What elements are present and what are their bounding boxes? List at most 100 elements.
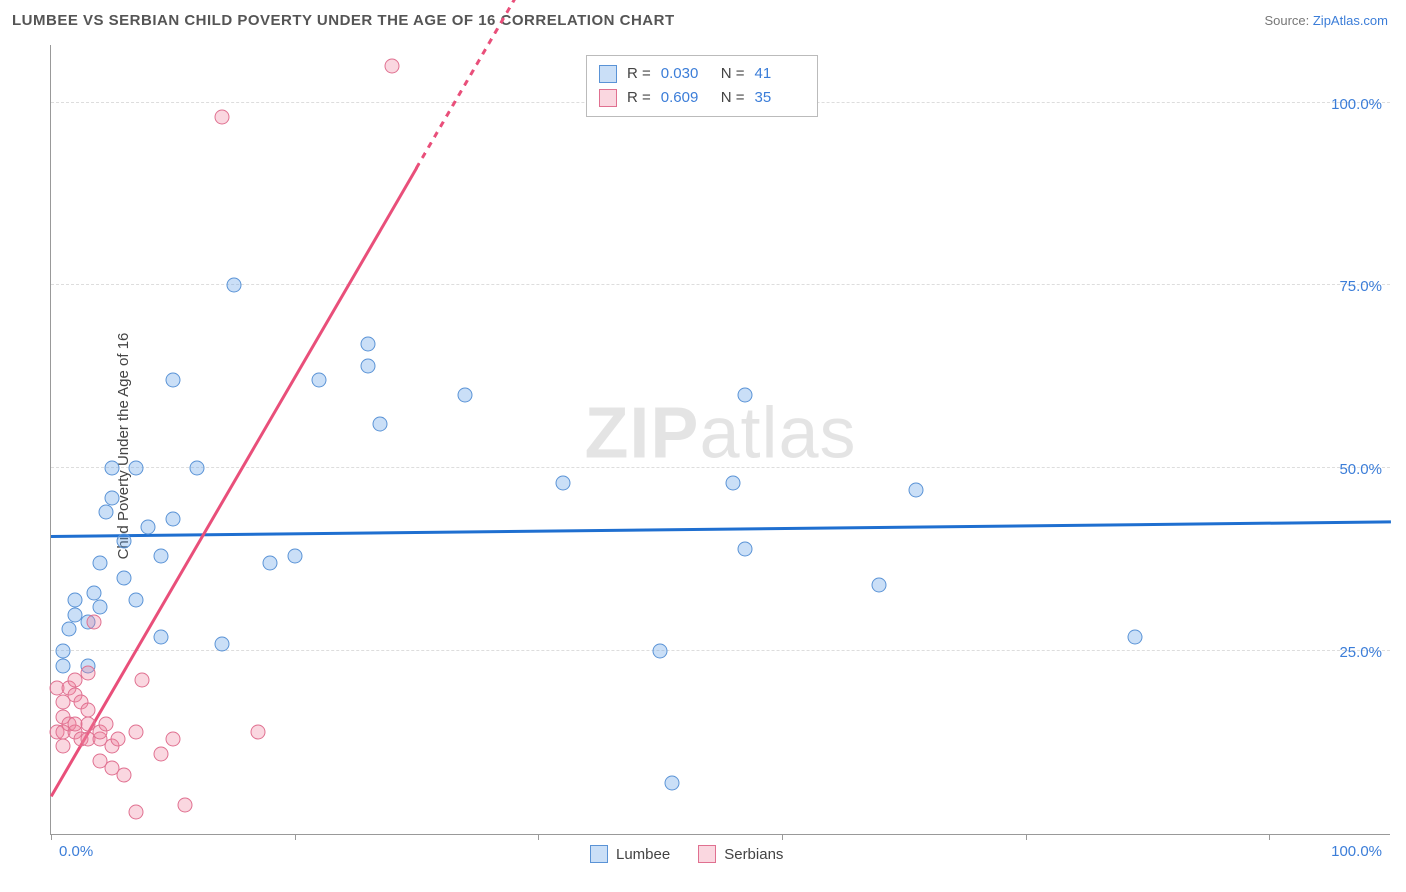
chart-header: LUMBEE VS SERBIAN CHILD POVERTY UNDER TH… <box>0 0 1406 40</box>
scatter-point <box>62 622 77 637</box>
gridline <box>51 650 1390 651</box>
scatter-point <box>872 578 887 593</box>
scatter-point <box>372 417 387 432</box>
scatter-point <box>190 461 205 476</box>
scatter-point <box>92 600 107 615</box>
scatter-point <box>92 556 107 571</box>
series-legend-item: Serbians <box>698 845 783 863</box>
scatter-point <box>251 724 266 739</box>
chart-title: LUMBEE VS SERBIAN CHILD POVERTY UNDER TH… <box>12 12 675 29</box>
legend-swatch <box>599 65 617 83</box>
scatter-point <box>360 336 375 351</box>
scatter-point <box>129 461 144 476</box>
watermark-bold: ZIP <box>584 393 699 473</box>
scatter-point <box>458 388 473 403</box>
legend-swatch <box>599 89 617 107</box>
scatter-point <box>86 585 101 600</box>
legend-swatch <box>698 845 716 863</box>
watermark: ZIPatlas <box>584 392 856 474</box>
x-tick <box>1269 834 1270 840</box>
x-tick <box>538 834 539 840</box>
scatter-plot-area: ZIPatlas 25.0%50.0%75.0%100.0%0.0%100.0%… <box>50 45 1390 835</box>
series-legend-label: Lumbee <box>616 846 670 863</box>
scatter-point <box>111 731 126 746</box>
scatter-point <box>56 739 71 754</box>
scatter-point <box>726 475 741 490</box>
series-legend-label: Serbians <box>724 846 783 863</box>
trend-line <box>51 521 1391 538</box>
scatter-point <box>555 475 570 490</box>
scatter-point <box>141 519 156 534</box>
source-prefix: Source: <box>1264 13 1312 28</box>
legend-r-label: R = <box>627 62 651 86</box>
scatter-point <box>104 490 119 505</box>
y-tick-label: 100.0% <box>1331 96 1382 113</box>
x-origin-label: 0.0% <box>59 843 93 860</box>
scatter-point <box>738 541 753 556</box>
scatter-point <box>385 58 400 73</box>
scatter-point <box>129 592 144 607</box>
series-legend: Lumbee Serbians <box>590 845 783 863</box>
scatter-point <box>80 666 95 681</box>
scatter-point <box>80 702 95 717</box>
scatter-point <box>214 636 229 651</box>
scatter-point <box>908 483 923 498</box>
scatter-point <box>360 358 375 373</box>
scatter-point <box>153 746 168 761</box>
gridline <box>51 467 1390 468</box>
scatter-point <box>104 461 119 476</box>
trend-line-solid <box>50 167 418 797</box>
legend-r-value: 0.030 <box>661 62 711 86</box>
scatter-point <box>135 673 150 688</box>
y-tick-label: 50.0% <box>1339 461 1382 478</box>
legend-n-value: 35 <box>755 86 805 110</box>
scatter-point <box>117 570 132 585</box>
source-attribution: Source: ZipAtlas.com <box>1264 13 1388 28</box>
scatter-point <box>214 110 229 125</box>
scatter-point <box>98 717 113 732</box>
scatter-point <box>56 644 71 659</box>
legend-swatch <box>590 845 608 863</box>
scatter-point <box>312 373 327 388</box>
scatter-point <box>178 797 193 812</box>
watermark-rest: atlas <box>699 393 856 473</box>
x-tick <box>782 834 783 840</box>
scatter-point <box>226 278 241 293</box>
y-tick-label: 75.0% <box>1339 278 1382 295</box>
x-tick <box>1026 834 1027 840</box>
legend-n-value: 41 <box>755 62 805 86</box>
x-tick <box>295 834 296 840</box>
scatter-point <box>165 731 180 746</box>
scatter-point <box>165 512 180 527</box>
scatter-point <box>86 614 101 629</box>
scatter-point <box>129 724 144 739</box>
stats-legend: R = 0.030 N = 41 R = 0.609 N = 35 <box>586 55 818 117</box>
scatter-point <box>98 505 113 520</box>
x-max-label: 100.0% <box>1331 843 1382 860</box>
scatter-point <box>738 388 753 403</box>
scatter-point <box>129 805 144 820</box>
scatter-point <box>68 592 83 607</box>
scatter-point <box>153 549 168 564</box>
scatter-point <box>665 775 680 790</box>
stats-legend-row: R = 0.609 N = 35 <box>599 86 805 110</box>
series-legend-item: Lumbee <box>590 845 670 863</box>
scatter-point <box>56 658 71 673</box>
stats-legend-row: R = 0.030 N = 41 <box>599 62 805 86</box>
legend-r-label: R = <box>627 86 651 110</box>
legend-n-label: N = <box>721 62 745 86</box>
y-tick-label: 25.0% <box>1339 644 1382 661</box>
legend-n-label: N = <box>721 86 745 110</box>
gridline <box>51 284 1390 285</box>
scatter-point <box>263 556 278 571</box>
scatter-point <box>165 373 180 388</box>
source-link[interactable]: ZipAtlas.com <box>1313 13 1388 28</box>
scatter-point <box>153 629 168 644</box>
scatter-point <box>117 768 132 783</box>
scatter-point <box>117 534 132 549</box>
scatter-point <box>653 644 668 659</box>
legend-r-value: 0.609 <box>661 86 711 110</box>
x-tick <box>51 834 52 840</box>
scatter-point <box>287 549 302 564</box>
scatter-point <box>1128 629 1143 644</box>
